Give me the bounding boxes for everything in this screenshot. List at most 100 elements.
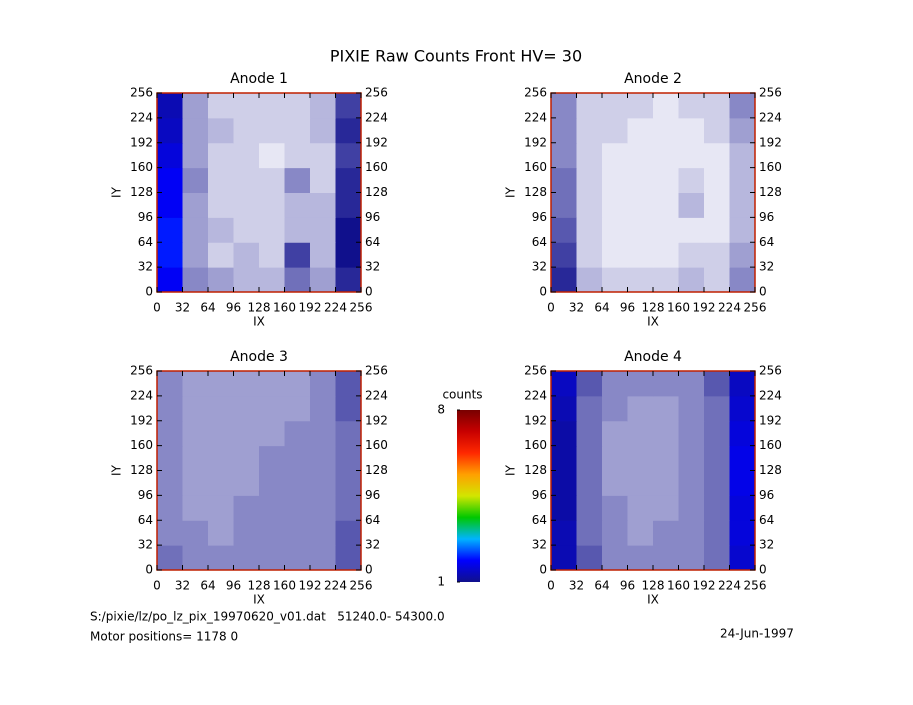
heatmap-cell <box>310 445 336 471</box>
heatmap-cell <box>259 167 285 193</box>
heatmap-cell <box>704 117 730 144</box>
footer-date: 24-Jun-1997 <box>720 627 794 641</box>
heatmap-cell <box>576 520 603 546</box>
heatmap-cell <box>182 420 209 447</box>
x-tick-label: 256 <box>350 301 373 315</box>
y-tick-label-right: 64 <box>365 235 380 249</box>
panel-title: Anode 4 <box>624 349 682 365</box>
heatmap-cell <box>627 395 654 422</box>
heatmap-cell <box>233 395 260 422</box>
heatmap-cell <box>576 371 603 397</box>
heatmap-cell <box>704 142 730 169</box>
heatmap-cell <box>335 420 362 447</box>
x-tick-label: 0 <box>153 579 161 593</box>
heatmap-cell <box>551 395 577 422</box>
heatmap-cell <box>310 142 336 169</box>
heatmap-cell <box>335 445 362 471</box>
heatmap-cell <box>704 93 730 119</box>
y-tick-label-right: 256 <box>365 364 388 378</box>
x-tick-label: 224 <box>324 301 347 315</box>
heatmap-cell <box>259 117 285 144</box>
heatmap-cell <box>157 371 183 397</box>
x-tick-label: 0 <box>547 579 555 593</box>
heatmap-cell <box>182 167 209 193</box>
heatmap-cell <box>157 395 183 422</box>
x-axis-label: IX <box>647 315 659 329</box>
heatmap-cell <box>653 470 679 496</box>
heatmap-cell <box>602 545 628 571</box>
y-tick-label: 64 <box>138 235 153 249</box>
heatmap-cell <box>627 445 654 471</box>
heatmap-cell <box>284 470 311 496</box>
y-tick-label-right: 160 <box>365 438 388 452</box>
heatmap-cell <box>259 93 285 119</box>
x-tick-label: 160 <box>273 301 296 315</box>
y-tick-label: 32 <box>532 538 547 552</box>
heatmap-cell <box>182 470 209 496</box>
heatmap-cell <box>551 167 577 193</box>
y-tick-label-right: 192 <box>365 413 388 427</box>
heatmap-cell <box>182 217 209 243</box>
y-tick-label: 0 <box>539 563 547 577</box>
y-tick-label-right: 224 <box>759 110 782 124</box>
heatmap-cell <box>627 520 654 546</box>
heatmap-cell <box>704 495 730 521</box>
heatmap-cell <box>284 545 311 571</box>
heatmap-cell <box>335 495 362 521</box>
y-tick-label: 0 <box>145 285 153 299</box>
heatmap-cell <box>729 371 756 397</box>
main-title: PIXIE Raw Counts Front HV= 30 <box>330 47 582 66</box>
y-tick-label-right: 256 <box>759 364 782 378</box>
heatmap-cell <box>576 420 603 447</box>
y-tick-label-right: 128 <box>759 185 782 199</box>
x-tick-label: 0 <box>153 301 161 315</box>
heatmap-cell <box>259 545 285 571</box>
x-tick-label: 256 <box>350 579 373 593</box>
heatmap-cell <box>182 545 209 571</box>
heatmap-cell <box>335 520 362 546</box>
heatmap-cell <box>602 420 628 447</box>
y-tick-label: 64 <box>138 513 153 527</box>
heatmap-cell <box>551 117 577 144</box>
y-tick-label-right: 96 <box>365 210 380 224</box>
heatmap-cell <box>602 520 628 546</box>
y-tick-label: 96 <box>138 488 153 502</box>
heatmap-cell <box>310 470 336 496</box>
heatmap-cell <box>627 217 654 243</box>
heatmap-cell <box>335 217 362 243</box>
heatmap-cell <box>551 445 577 471</box>
x-tick-label: 32 <box>175 301 190 315</box>
heatmap-cell <box>627 167 654 193</box>
heatmap-cell <box>233 117 260 144</box>
heatmap-cell <box>602 192 628 218</box>
y-axis-label: IY <box>504 186 518 198</box>
heatmap-cell <box>208 545 234 571</box>
y-tick-label: 192 <box>524 413 547 427</box>
x-axis-label: IX <box>253 593 265 607</box>
heatmap-cell <box>551 470 577 496</box>
heatmap-cell <box>310 267 336 293</box>
x-tick-label: 256 <box>744 301 767 315</box>
heatmap-cell <box>208 142 234 169</box>
heatmap-cell <box>653 267 679 293</box>
colorbar-tick-label: 1 <box>437 575 445 589</box>
heatmap-cell <box>704 545 730 571</box>
heatmap-cell <box>729 142 756 169</box>
heatmap-cell <box>310 520 336 546</box>
heatmap-cell <box>284 495 311 521</box>
heatmap-cell <box>335 117 362 144</box>
heatmap-cell <box>310 192 336 218</box>
heatmap-cell <box>653 395 679 422</box>
heatmap-cell <box>704 445 730 471</box>
heatmap-cell <box>627 371 654 397</box>
heatmap-cell <box>602 445 628 471</box>
heatmap-cell <box>729 495 756 521</box>
y-axis-label: IY <box>110 464 124 476</box>
heatmap-cell <box>576 545 603 571</box>
x-tick-label: 64 <box>200 301 215 315</box>
heatmap-cell <box>653 117 679 144</box>
heatmap-cell <box>653 142 679 169</box>
heatmap-cell <box>576 395 603 422</box>
y-tick-label: 128 <box>130 185 153 199</box>
